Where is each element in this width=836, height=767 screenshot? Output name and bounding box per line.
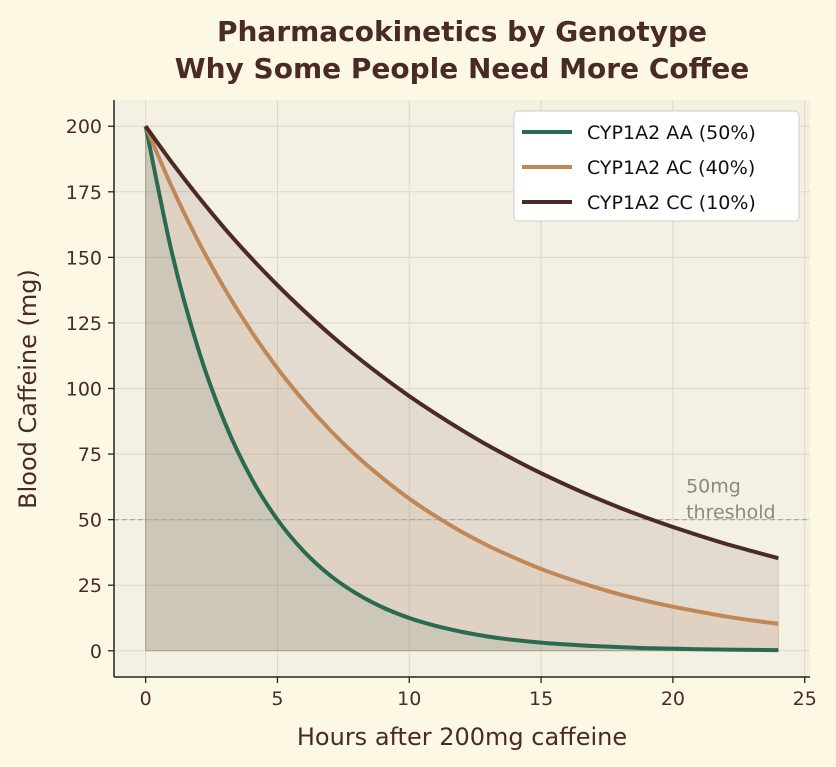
x-tick-label: 0 xyxy=(140,688,152,710)
threshold-label-line2: threshold xyxy=(686,501,775,523)
chart-title: Pharmacokinetics by Genotype xyxy=(217,15,707,48)
y-tick-label: 100 xyxy=(66,379,102,401)
y-tick-label: 175 xyxy=(66,182,102,204)
legend: CYP1A2 AA (50%) CYP1A2 AC (40%) CYP1A2 CC … xyxy=(513,110,800,222)
legend-label: CYP1A2 AC (40%) xyxy=(587,157,755,179)
y-tick-label: 50 xyxy=(78,510,102,532)
x-tick-label: 5 xyxy=(271,688,283,710)
x-tick-label: 10 xyxy=(397,688,421,710)
series-lines xyxy=(143,125,779,653)
series-line xyxy=(144,125,779,561)
x-tick-label: 20 xyxy=(661,688,685,710)
y-axis-label: Blood Caffeine (mg) xyxy=(14,269,42,509)
series-line xyxy=(143,125,779,626)
legend-label: CYP1A2 AA (50%) xyxy=(587,122,756,144)
x-tick-label: 15 xyxy=(529,688,553,710)
series-line xyxy=(143,125,779,653)
y-tick-label: 25 xyxy=(78,575,102,597)
y-tick-label: 150 xyxy=(66,247,102,269)
y-tick-label: 200 xyxy=(66,116,102,138)
threshold-label-line1: 50mg xyxy=(686,475,741,497)
x-axis-label: Hours after 200mg caffeine xyxy=(297,723,627,751)
legend-label: CYP1A2 CC (10%) xyxy=(587,192,756,214)
ticks: 0 5 10 15 20 25 0 25 50 75 100 125 150 175 200 xyxy=(66,116,817,710)
chart-subtitle: Why Some People Need More Coffee xyxy=(175,52,750,85)
x-tick-label: 25 xyxy=(793,688,817,710)
y-tick-label: 125 xyxy=(66,313,102,335)
y-tick-label: 75 xyxy=(78,444,102,466)
y-tick-label: 0 xyxy=(90,641,102,663)
